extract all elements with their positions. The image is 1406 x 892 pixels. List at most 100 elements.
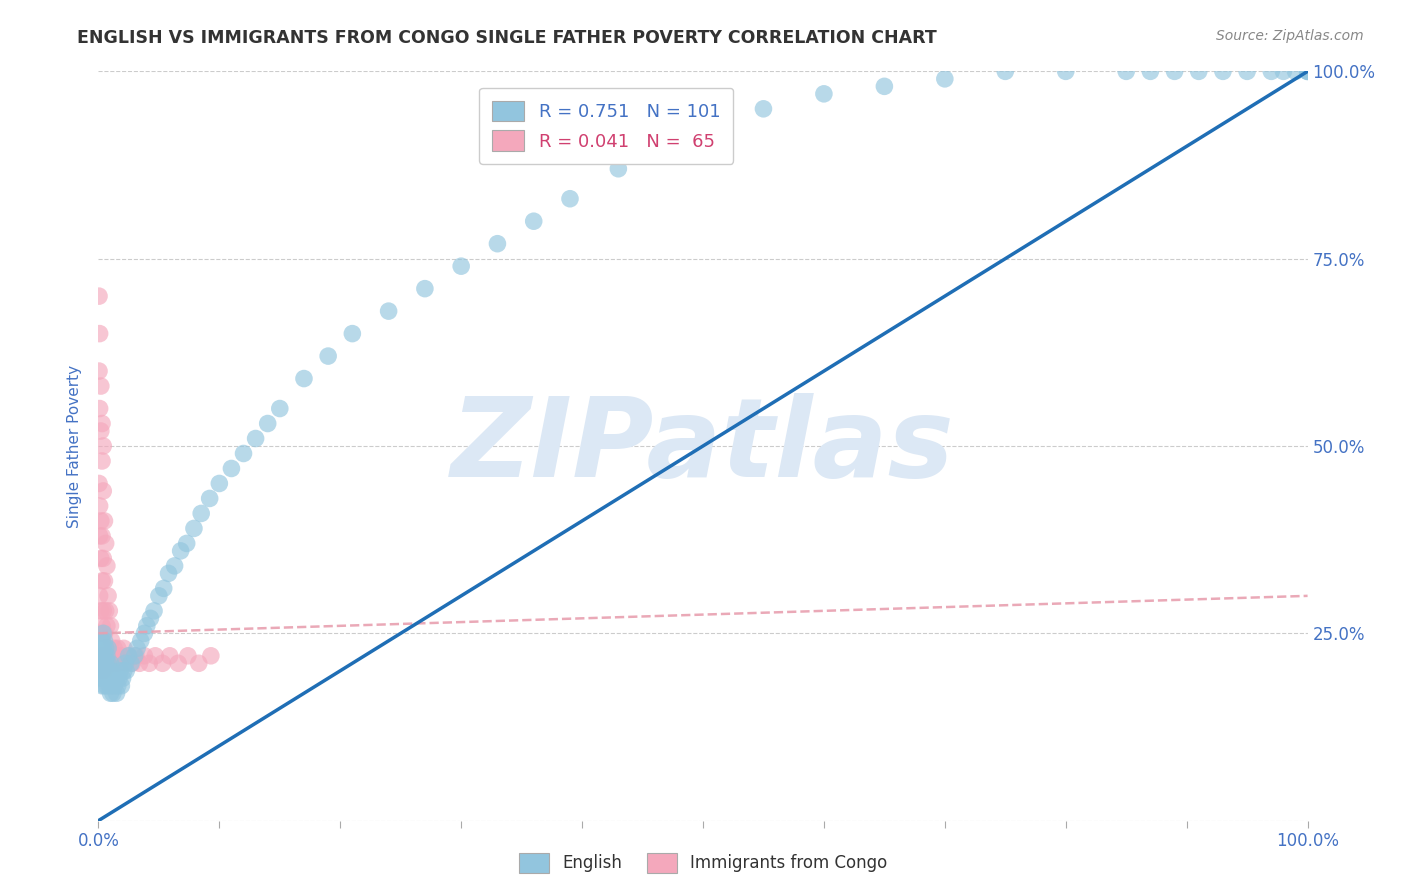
Point <box>148 589 170 603</box>
Point <box>91 657 114 671</box>
Point <box>1272 64 1295 78</box>
Point <box>91 648 114 663</box>
Point <box>100 664 122 678</box>
Point <box>152 582 174 596</box>
Point <box>121 657 143 671</box>
Point <box>105 648 128 663</box>
Point <box>169 544 191 558</box>
Point <box>91 439 114 453</box>
Point <box>221 461 243 475</box>
Point <box>135 619 157 633</box>
Point <box>97 641 120 656</box>
Point <box>112 641 135 656</box>
Point <box>110 679 132 693</box>
Point <box>143 648 166 663</box>
Point <box>91 483 114 498</box>
Point <box>108 664 131 678</box>
Point <box>98 664 121 678</box>
Point <box>157 566 180 581</box>
Point <box>704 117 727 131</box>
Point <box>103 641 125 656</box>
Point <box>1054 64 1077 78</box>
Point <box>98 679 121 693</box>
Point <box>91 574 114 588</box>
Point <box>120 657 142 671</box>
Point <box>93 514 115 528</box>
Point <box>87 364 110 378</box>
Point <box>752 102 775 116</box>
Point <box>90 514 112 528</box>
Point <box>101 648 124 663</box>
Point <box>245 432 267 446</box>
Point <box>139 611 162 625</box>
Point <box>91 619 114 633</box>
Point <box>93 664 115 678</box>
Point <box>90 648 112 663</box>
Point <box>104 671 127 685</box>
Point <box>100 679 122 693</box>
Point <box>97 589 120 603</box>
Point <box>91 679 114 693</box>
Point <box>1139 64 1161 78</box>
Point <box>118 648 141 663</box>
Point <box>176 536 198 550</box>
Point <box>256 417 278 431</box>
Point <box>96 664 118 678</box>
Point <box>198 491 221 506</box>
Point <box>87 289 110 303</box>
Point <box>111 671 134 685</box>
Point <box>100 657 122 671</box>
Point <box>91 671 114 685</box>
Point <box>91 664 114 678</box>
Point <box>450 259 472 273</box>
Point <box>91 664 114 678</box>
Point <box>114 657 136 671</box>
Point <box>104 657 127 671</box>
Y-axis label: Single Father Poverty: Single Father Poverty <box>67 365 83 527</box>
Point <box>97 671 120 685</box>
Point <box>316 349 339 363</box>
Point <box>94 648 117 663</box>
Point <box>89 589 111 603</box>
Point <box>96 558 118 573</box>
Point <box>90 551 112 566</box>
Point <box>523 214 546 228</box>
Point <box>91 551 114 566</box>
Point <box>96 648 118 663</box>
Point <box>91 641 114 656</box>
Point <box>129 633 152 648</box>
Point <box>89 401 111 416</box>
Point <box>190 507 212 521</box>
Point <box>90 641 112 656</box>
Point <box>813 87 835 101</box>
Point <box>558 192 581 206</box>
Point <box>91 529 114 543</box>
Point <box>177 648 200 663</box>
Point <box>91 417 114 431</box>
Point <box>90 657 112 671</box>
Point <box>208 476 231 491</box>
Point <box>91 626 114 640</box>
Point <box>100 671 122 685</box>
Point <box>91 454 114 468</box>
Point <box>103 679 125 693</box>
Point <box>90 379 112 393</box>
Point <box>1260 64 1282 78</box>
Point <box>1188 64 1211 78</box>
Point <box>1212 64 1234 78</box>
Point <box>94 641 117 656</box>
Point <box>98 648 121 663</box>
Point <box>163 558 186 573</box>
Point <box>107 641 129 656</box>
Point <box>89 326 111 341</box>
Point <box>93 574 115 588</box>
Point <box>1296 64 1319 78</box>
Point <box>125 648 148 663</box>
Point <box>87 476 110 491</box>
Point <box>89 626 111 640</box>
Point <box>94 536 117 550</box>
Point <box>143 604 166 618</box>
Point <box>93 626 115 640</box>
Point <box>89 648 111 663</box>
Point <box>232 446 254 460</box>
